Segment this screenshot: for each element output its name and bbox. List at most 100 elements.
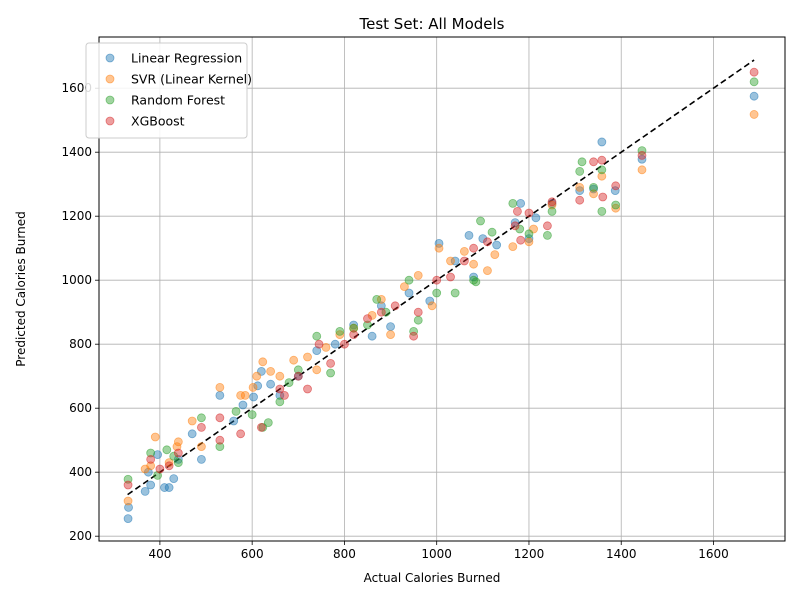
data-point: [386, 330, 395, 340]
data-point: [492, 240, 502, 250]
data-point: [459, 246, 469, 256]
data-point: [446, 256, 455, 266]
data-point: [469, 243, 479, 253]
data-point: [597, 155, 607, 165]
data-point: [524, 208, 534, 218]
data-point: [434, 243, 444, 253]
data-point: [749, 77, 759, 87]
points-layer: [123, 67, 759, 523]
x-tick-label: 600: [241, 547, 264, 561]
data-point: [589, 157, 598, 167]
data-point: [483, 237, 492, 247]
x-tick-label: 800: [333, 547, 356, 561]
data-point: [413, 307, 423, 317]
data-point: [215, 435, 225, 445]
data-point: [303, 352, 312, 362]
data-point: [450, 256, 460, 266]
data-point: [164, 458, 174, 468]
data-point: [146, 448, 156, 458]
data-point: [547, 197, 557, 207]
data-point: [173, 437, 183, 447]
legend-label: Random Forest: [131, 93, 225, 108]
data-point: [749, 91, 759, 101]
data-point: [143, 467, 153, 477]
data-point: [330, 339, 340, 349]
data-point: [376, 307, 386, 317]
x-tick-label: 1600: [698, 547, 729, 561]
y-tick-label: 1000: [61, 273, 92, 287]
data-point: [597, 171, 607, 181]
legend-marker: [105, 116, 115, 126]
data-point: [146, 454, 156, 464]
y-tick-label: 800: [69, 337, 92, 351]
data-point: [266, 379, 276, 389]
data-point: [450, 288, 460, 298]
data-point: [340, 339, 349, 349]
data-point: [164, 483, 174, 492]
data-point: [275, 371, 285, 381]
data-point: [240, 390, 250, 400]
data-point: [577, 157, 587, 167]
data-point: [483, 266, 492, 276]
data-point: [404, 288, 414, 298]
data-point: [531, 213, 541, 223]
data-point: [215, 442, 225, 452]
data-point: [312, 365, 322, 375]
legend-label: SVR (Linear Kernel): [131, 72, 252, 87]
data-point: [508, 242, 518, 252]
data-point: [610, 186, 620, 196]
data-point: [589, 182, 598, 192]
data-point: [231, 406, 241, 416]
data-point: [575, 195, 585, 205]
data-point: [575, 182, 585, 192]
data-point: [471, 277, 481, 287]
data-point: [611, 203, 621, 213]
data-point: [155, 464, 165, 474]
data-point: [284, 378, 294, 388]
data-point: [597, 206, 607, 216]
data-point: [637, 165, 647, 175]
data-point: [314, 339, 324, 349]
data-point: [289, 355, 299, 365]
data-point: [169, 474, 179, 484]
data-point: [524, 229, 534, 239]
data-point: [637, 150, 647, 160]
data-point: [215, 382, 225, 392]
data-point: [236, 429, 246, 439]
data-point: [293, 371, 303, 381]
reference-line-layer: [127, 59, 755, 496]
data-point: [253, 381, 263, 391]
data-point: [197, 442, 206, 452]
plot-frame: [98, 36, 786, 542]
data-point: [749, 110, 759, 119]
legend: Linear Regression SVR (Linear Kernel) Rand…: [85, 42, 252, 139]
data-point: [248, 382, 258, 392]
data-point: [409, 326, 419, 336]
x-tick-label: 1200: [514, 547, 545, 561]
data-point: [376, 301, 386, 311]
data-point: [597, 165, 607, 175]
data-point: [326, 358, 335, 368]
data-point: [236, 390, 246, 400]
ticks: 400 600 800 1000 1200 1400 1600 200 400 600 800 100…: [61, 81, 728, 561]
data-point: [140, 486, 150, 496]
data-point: [312, 346, 322, 356]
data-point: [427, 301, 437, 311]
data-point: [150, 432, 160, 442]
data-point: [293, 365, 303, 375]
data-point: [372, 294, 382, 304]
data-point: [425, 296, 435, 306]
data-point: [516, 235, 526, 245]
data-point: [510, 218, 520, 228]
data-point: [153, 470, 162, 480]
data-point: [123, 496, 133, 506]
data-point: [303, 384, 312, 394]
chart-title: Test Set: All Models: [359, 15, 505, 33]
data-point: [160, 483, 169, 492]
data-point: [476, 216, 485, 226]
legend-frame: [85, 42, 248, 139]
data-point: [510, 221, 520, 231]
legend-label: XGBoost: [131, 114, 185, 129]
data-point: [434, 238, 444, 248]
data-point: [173, 454, 183, 464]
